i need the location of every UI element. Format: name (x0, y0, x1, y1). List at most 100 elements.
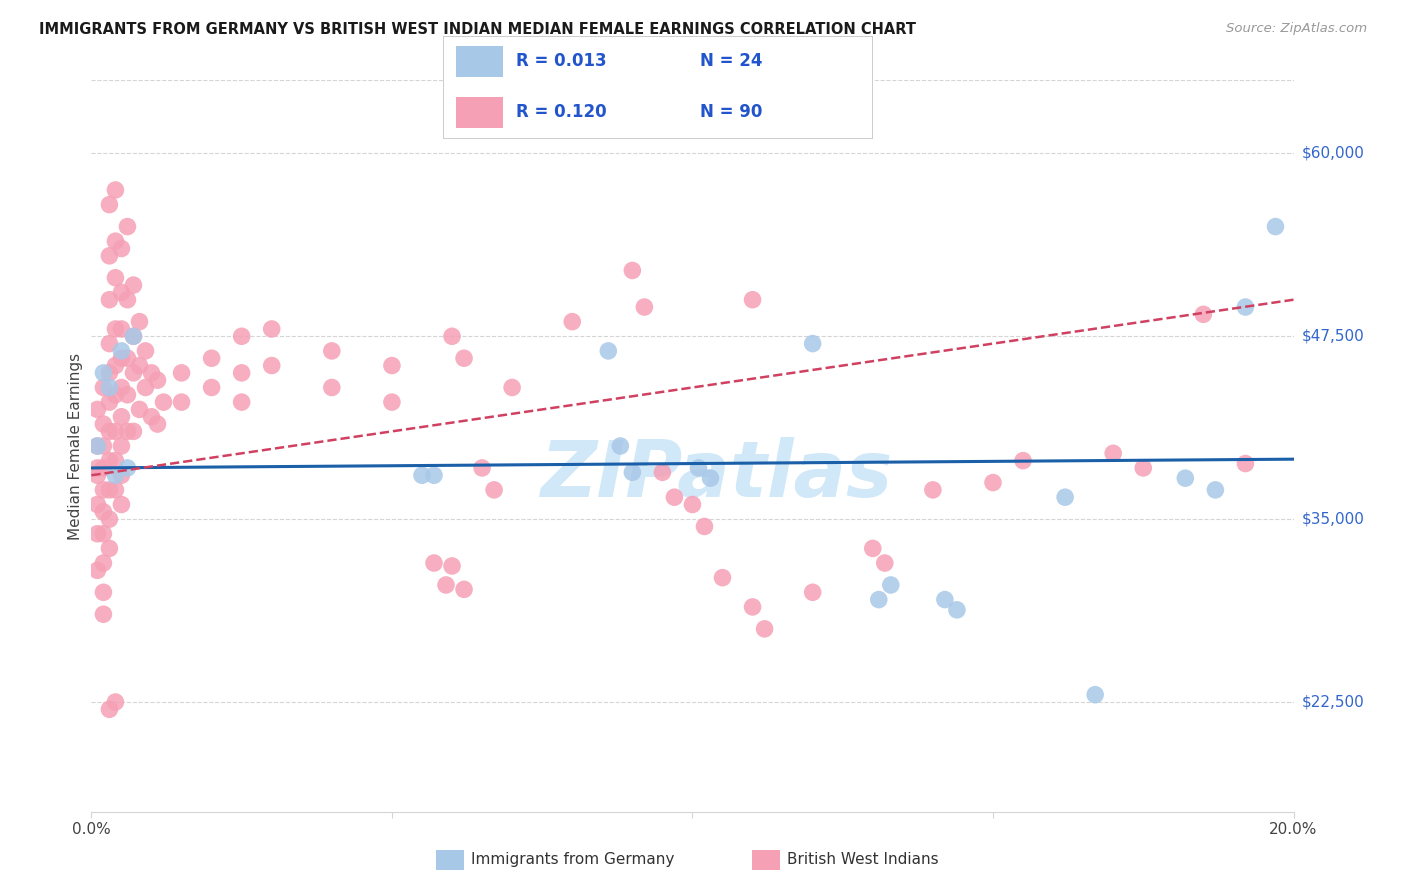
Point (609, 439, 631, 453)
Point (98, 366, 121, 380)
Point (681, 498, 703, 512)
Point (231, 366, 253, 380)
Text: Immigrants from Germany: Immigrants from Germany (471, 853, 675, 867)
Point (86, 526, 108, 541)
Point (110, 498, 132, 512)
Point (117, 293, 139, 307)
Point (117, 425, 139, 439)
Point (110, 439, 132, 453)
Point (86, 439, 108, 453)
Point (122, 329, 145, 343)
Point (93, 483, 115, 497)
Point (141, 409, 163, 424)
Text: $22,500: $22,500 (1302, 695, 1365, 709)
Text: N = 90: N = 90 (700, 103, 762, 121)
Point (86, 439, 108, 453)
Point (231, 395, 253, 409)
Point (1204, 483, 1226, 497)
Point (201, 351, 224, 366)
Point (381, 395, 404, 409)
Point (104, 234, 127, 248)
Point (1192, 307, 1215, 321)
Point (93, 461, 115, 475)
Point (411, 468, 433, 483)
Point (321, 380, 343, 394)
Point (93, 417, 115, 431)
Point (170, 366, 193, 380)
Text: R = 0.013: R = 0.013 (516, 52, 606, 70)
Point (664, 490, 686, 504)
Point (128, 359, 150, 373)
Point (381, 359, 404, 373)
Point (152, 395, 174, 409)
Point (873, 556, 896, 570)
Point (321, 343, 343, 358)
Point (501, 380, 523, 394)
Point (93, 439, 115, 453)
Point (98, 395, 121, 409)
Point (561, 315, 583, 329)
Text: $35,000: $35,000 (1302, 512, 1365, 526)
Point (621, 263, 644, 277)
Point (471, 461, 494, 475)
Point (110, 468, 132, 483)
Point (98, 702, 121, 716)
Point (86, 468, 108, 483)
Point (922, 483, 945, 497)
Point (86, 563, 108, 577)
Point (104, 468, 127, 483)
Point (98, 453, 121, 467)
Text: IMMIGRANTS FROM GERMANY VS BRITISH WEST INDIAN MEDIAN FEMALE EARNINGS CORRELATIO: IMMIGRANTS FROM GERMANY VS BRITISH WEST … (39, 22, 917, 37)
Point (423, 468, 446, 483)
Point (110, 242, 132, 256)
Point (98, 336, 121, 351)
Text: N = 24: N = 24 (700, 52, 762, 70)
Point (231, 329, 253, 343)
Point (880, 578, 903, 592)
Point (98, 293, 121, 307)
Point (453, 351, 475, 366)
Point (104, 322, 127, 336)
Point (104, 359, 127, 373)
Point (146, 373, 169, 387)
Point (621, 466, 644, 480)
Point (260, 359, 283, 373)
Point (741, 599, 763, 614)
Text: British West Indians: British West Indians (787, 853, 939, 867)
Point (1174, 471, 1197, 485)
Point (104, 183, 127, 197)
Point (117, 388, 139, 402)
Point (699, 471, 721, 485)
Point (801, 585, 824, 599)
Point (117, 461, 139, 475)
Point (110, 380, 132, 394)
Point (170, 395, 193, 409)
Point (1234, 457, 1257, 471)
Text: R = 0.120: R = 0.120 (516, 103, 606, 121)
Point (117, 351, 139, 366)
Point (122, 329, 145, 343)
Point (633, 300, 655, 314)
Point (741, 293, 763, 307)
Point (128, 402, 150, 417)
Point (93, 607, 115, 622)
Point (93, 366, 115, 380)
Point (98, 197, 121, 211)
Point (110, 343, 132, 358)
Point (86, 498, 108, 512)
Text: Source: ZipAtlas.com: Source: ZipAtlas.com (1226, 22, 1367, 36)
Point (122, 425, 145, 439)
Point (104, 453, 127, 467)
Point (141, 366, 163, 380)
Point (981, 475, 1004, 490)
Point (98, 249, 121, 263)
Text: ZIPatlas: ZIPatlas (540, 437, 893, 513)
Point (110, 351, 132, 366)
Point (260, 322, 283, 336)
Point (110, 322, 132, 336)
Y-axis label: Median Female Earnings: Median Female Earnings (67, 352, 83, 540)
Point (122, 278, 145, 293)
Point (440, 558, 463, 573)
Point (423, 556, 446, 570)
Point (453, 582, 475, 597)
